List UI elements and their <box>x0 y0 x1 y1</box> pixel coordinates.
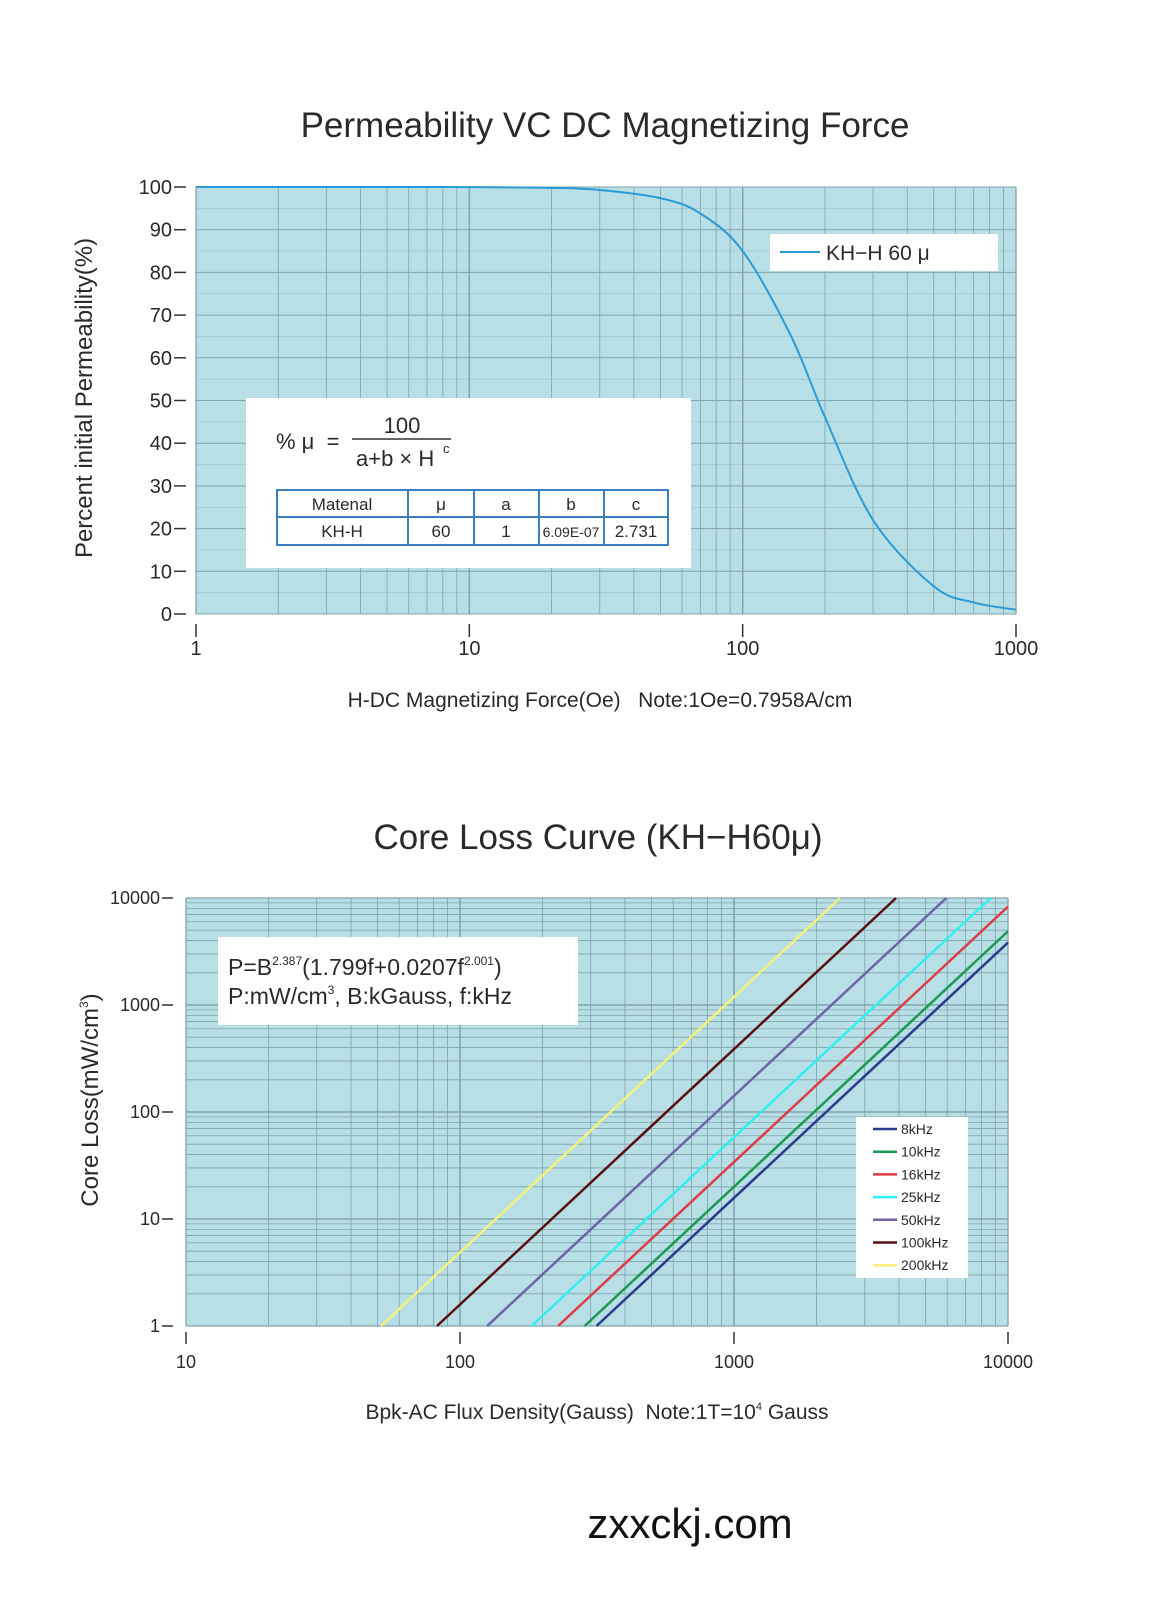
x-tick-label: 10 <box>176 1352 196 1372</box>
series-line-8kHz <box>595 941 1009 1327</box>
y-tick-label: 10 <box>150 561 172 583</box>
y-tick-label: 60 <box>150 348 172 370</box>
legend-label: KH−H 60 μ <box>826 242 930 265</box>
y-tick-label: 90 <box>150 220 172 242</box>
chart2-formula-box: P=B2.387(1.799f+0.0207f2.001) P:mW/cm3, … <box>218 937 578 1025</box>
xlabel-sup: 4 <box>756 1401 762 1413</box>
chart1-y-axis-label: Percent initial Permeability(%) <box>71 238 98 558</box>
ylabel-tail: ) <box>77 993 104 1001</box>
formula-line-1: P=B2.387(1.799f+0.0207f2.001) <box>228 954 502 980</box>
table-cell-mu: 60 <box>432 522 451 541</box>
series-line-100kHz <box>436 897 897 1327</box>
y-tick-label: 50 <box>150 391 172 413</box>
table-cell-c: 2.731 <box>615 522 658 541</box>
chart2-x-axis-label: Bpk-AC Flux Density(Gauss) Note:1T=104 G… <box>365 1401 828 1424</box>
series-line-50kHz <box>486 897 948 1327</box>
legend-label-100kHz: 100kHz <box>901 1235 948 1251</box>
y-tick-label: 10 <box>140 1209 160 1229</box>
x-tick-label: 100 <box>445 1352 475 1372</box>
chart2-series <box>380 897 1009 1327</box>
series-line-200kHz <box>380 897 841 1327</box>
chart1-title: Permeability VC DC Magnetizing Force <box>301 106 910 145</box>
chart1-x-axis-label: H-DC Magnetizing Force(Oe) Note:1Oe=0.79… <box>348 689 853 712</box>
x-tick-label: 10 <box>458 638 480 660</box>
table-cell-a: 1 <box>501 522 510 541</box>
y-tick-label: 30 <box>150 476 172 498</box>
xlabel-tail: Gauss <box>762 1401 829 1424</box>
table-header-material: Matenal <box>312 495 372 514</box>
y-tick-label: 70 <box>150 305 172 327</box>
formula-numerator: 100 <box>384 413 421 438</box>
formula-line-2: P:mW/cm3, B:kGauss, f:kHz <box>228 983 512 1009</box>
footer-site-watermark: zxxckj.com <box>587 1500 792 1547</box>
series-line-25kHz <box>530 897 992 1327</box>
x-tick-label: 1000 <box>994 638 1039 660</box>
legend-label-8kHz: 8kHz <box>901 1121 933 1137</box>
legend-label-50kHz: 50kHz <box>901 1212 941 1228</box>
table-header-b: b <box>566 495 575 514</box>
legend-label-25kHz: 25kHz <box>901 1189 941 1205</box>
y-tick-label: 1000 <box>120 995 160 1015</box>
y-tick-label: 1 <box>150 1316 160 1336</box>
chart1-formula-box: % μ = 100 a+b × H c Matenal μ a b c KH-H… <box>246 398 691 568</box>
table-header-mu: μ <box>436 495 446 514</box>
table-header-a: a <box>501 495 511 514</box>
xlabel-text: Bpk-AC Flux Density(Gauss) Note:1T=10 <box>365 1401 755 1424</box>
legend-label-200kHz: 200kHz <box>901 1257 948 1273</box>
x-tick-label: 1000 <box>714 1352 754 1372</box>
formula-lhs: % μ = <box>276 429 339 454</box>
chart1-legend: KH−H 60 μ <box>770 234 998 271</box>
legend-label-16kHz: 16kHz <box>901 1166 941 1182</box>
y-tick-label: 40 <box>150 433 172 455</box>
y-tick-label: 10000 <box>110 888 160 908</box>
chart2-axes: 1 10 100 1000 10000 10 100 1000 10000 <box>110 888 1033 1372</box>
ylabel-text: Core Loss(mW/cm <box>77 1008 104 1207</box>
x-tick-label: 1 <box>190 638 201 660</box>
table-header-c: c <box>632 495 641 514</box>
table-cell-material: KH-H <box>321 522 363 541</box>
core-loss-chart: Core Loss Curve (KH−H60μ) 1 10 100 1000 1000… <box>77 818 1033 1424</box>
coefficient-table <box>276 489 669 546</box>
ylabel-sup: 3 <box>77 1001 91 1008</box>
series-line-10kHz <box>583 930 1009 1327</box>
chart2-legend: 8kHz 10kHz 16kHz 25kHz 50kHz 100kHz 200kHz <box>856 1117 968 1278</box>
table-cell-b: 6.09E-07 <box>543 524 600 540</box>
chart2-title: Core Loss Curve (KH−H60μ) <box>373 818 822 857</box>
chart1-series-line <box>195 185 1017 611</box>
permeability-chart: Permeability VC DC Magnetizing Force 0 10… <box>71 106 1038 712</box>
y-tick-label: 0 <box>161 604 172 626</box>
formula-denominator: a+b × H <box>356 446 434 471</box>
series-line-16kHz <box>557 905 1009 1327</box>
chart2-y-axis-label: Core Loss(mW/cm3) <box>77 993 104 1206</box>
y-tick-label: 80 <box>150 262 172 284</box>
x-tick-label: 10000 <box>983 1352 1033 1372</box>
y-tick-label: 20 <box>150 519 172 541</box>
x-tick-label: 100 <box>726 638 759 660</box>
y-tick-label: 100 <box>130 1102 160 1122</box>
legend-label-10kHz: 10kHz <box>901 1144 941 1160</box>
y-tick-label: 100 <box>139 177 172 199</box>
formula-exponent: c <box>443 441 450 456</box>
